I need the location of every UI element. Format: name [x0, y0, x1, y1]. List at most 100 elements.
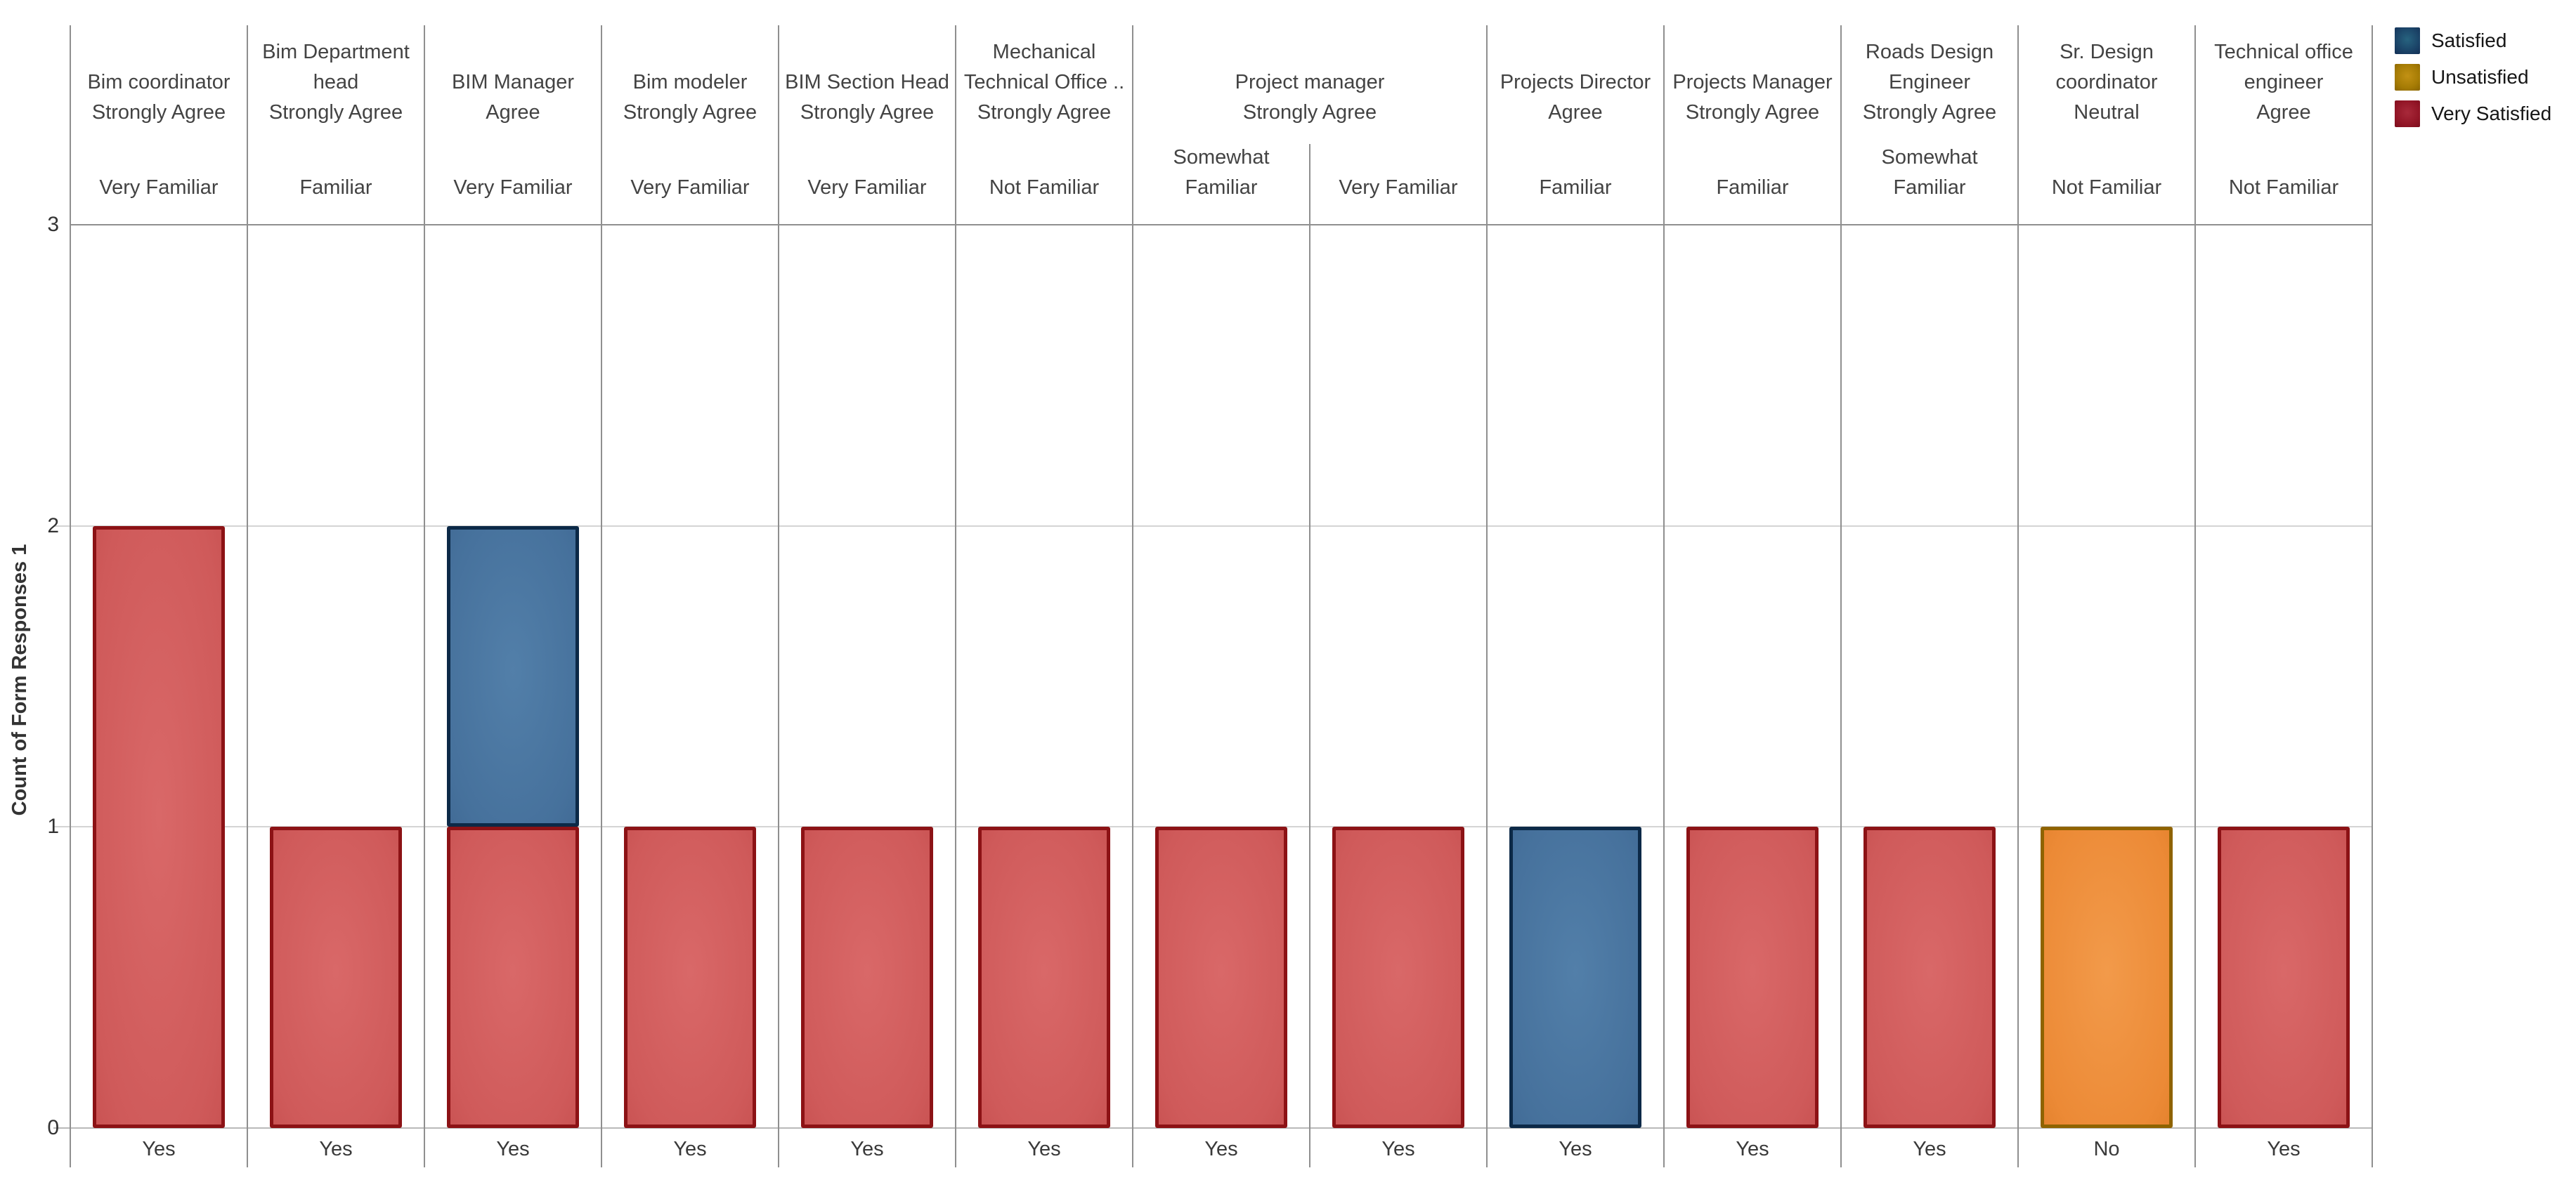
column-header-agreement: Strongly Agree — [800, 101, 935, 124]
column-header-title: Technical office engineer — [2195, 25, 2372, 98]
legend-label: Very Satisfied — [2431, 103, 2552, 124]
label-row-divider — [601, 1128, 602, 1167]
bar-segment-very-satisfied[interactable] — [270, 827, 402, 1128]
column-header-title-line: head — [313, 71, 359, 93]
label-row-divider — [247, 1128, 248, 1167]
legend-color-swatch — [2395, 64, 2420, 91]
header-divider — [1486, 25, 1488, 225]
legend-item-very-satisfied[interactable]: Very Satisfied — [2395, 100, 2551, 128]
column-header-title: Sr. Design coordinator — [2018, 25, 2195, 98]
label-row-divider — [70, 1128, 71, 1167]
column-header-familiarity-line: Very Familiar — [453, 176, 573, 199]
column-header-title: Projects Manager — [1664, 25, 1841, 98]
header-divider — [1309, 144, 1310, 225]
column-header-familiarity-line: Familiar — [1716, 176, 1789, 199]
column-header-familiarity-line: Very Familiar — [99, 176, 219, 199]
bar-segment-very-satisfied[interactable] — [447, 827, 579, 1128]
column-header-agreement: Strongly Agree — [1242, 101, 1377, 124]
x-axis-label-answer: Yes — [319, 1138, 353, 1160]
x-axis-label-answer: Yes — [1204, 1138, 1238, 1160]
y-tick-label-1: 1 — [47, 815, 59, 839]
panel-divider — [1132, 225, 1133, 1128]
panel-divider — [2372, 225, 2373, 1128]
y-tick-label-2: 2 — [47, 513, 59, 537]
panel-divider — [1309, 225, 1310, 1128]
panel-divider — [70, 225, 71, 1128]
column-header-agreement: Strongly Agree — [623, 101, 757, 124]
header-divider — [955, 25, 956, 225]
column-header-title-line: Projects Director — [1500, 71, 1651, 93]
y-tick-label-0: 0 — [47, 1116, 59, 1139]
column-header-familiarity-line: Familiar — [299, 176, 372, 199]
column-header-title: Projects Director — [1487, 25, 1664, 98]
column-header-title-line: Roads Design — [1865, 41, 1994, 63]
bar-segment-very-satisfied[interactable] — [1686, 827, 1819, 1128]
bar-segment-very-satisfied[interactable] — [2218, 827, 2350, 1128]
column-header-title-line: Bim coordinator — [87, 71, 230, 93]
bar-segment-satisfied[interactable] — [1509, 827, 1641, 1128]
column-header-familiarity: Not Familiar — [2195, 173, 2372, 203]
column-header-familiarity-line: Very Familiar — [1339, 176, 1458, 199]
column-header-title-line: Sr. Design — [2060, 41, 2154, 63]
bar-segment-very-satisfied[interactable] — [93, 525, 225, 1128]
column-header-familiarity: Very Familiar — [601, 173, 779, 203]
label-row-divider — [778, 1128, 779, 1167]
column-header-agreement: Strongly Agree — [977, 101, 1112, 124]
gridline-y2 — [53, 525, 2372, 527]
legend-label: Unsatisfied — [2431, 66, 2529, 88]
header-divider — [1132, 25, 1133, 225]
label-row-divider — [1486, 1128, 1488, 1167]
column-header-familiarity: Not Familiar — [956, 173, 1133, 203]
column-header-title-line: Bim modeler — [632, 71, 748, 93]
bar-segment-very-satisfied[interactable] — [978, 827, 1110, 1128]
label-row-divider — [2372, 1128, 2373, 1167]
x-axis-label-answer: Yes — [850, 1138, 884, 1160]
column-header-title-line: coordinator — [2055, 71, 2158, 93]
legend-item-unsatisfied[interactable]: Unsatisfied — [2395, 63, 2529, 91]
column-header-title: Bim coordinator — [70, 25, 247, 98]
column-header-agreement: Strongly Agree — [1685, 101, 1820, 124]
header-divider — [70, 25, 71, 225]
panel-divider — [955, 225, 956, 1128]
column-header-title-line: Projects Manager — [1672, 71, 1833, 93]
header-divider — [1840, 25, 1842, 225]
column-header-familiarity: Very Familiar — [424, 173, 601, 203]
column-header-title-line: BIM Section Head — [785, 71, 949, 93]
bar-segment-very-satisfied[interactable] — [1155, 827, 1287, 1128]
x-axis-label-answer: Yes — [142, 1138, 176, 1160]
column-header-familiarity: Somewhat Familiar — [1133, 143, 1310, 203]
bar-segment-unsatisfied[interactable] — [2041, 827, 2173, 1128]
column-header-agreement: Agree — [1548, 101, 1603, 124]
panel-divider — [1486, 225, 1488, 1128]
column-header-familiarity-line: Familiar — [1185, 176, 1258, 199]
column-header-familiarity-line: Familiar — [1893, 176, 1966, 199]
label-row-divider — [1840, 1128, 1842, 1167]
bar-segment-very-satisfied[interactable] — [624, 827, 756, 1128]
column-header-title-line: Mechanical — [992, 41, 1096, 63]
column-header-title: BIM Section Head — [779, 25, 956, 98]
bar-segment-satisfied[interactable] — [447, 525, 579, 827]
column-header-familiarity-line: Not Familiar — [2051, 176, 2162, 199]
column-header-agreement: Strongly Agree — [268, 101, 403, 124]
legend-color-swatch — [2395, 100, 2420, 127]
column-header-familiarity: Not Familiar — [2018, 173, 2195, 203]
panel-divider — [2017, 225, 2019, 1128]
bar-segment-very-satisfied[interactable] — [1863, 827, 1996, 1128]
label-row-divider — [424, 1128, 425, 1167]
x-axis-label-answer: Yes — [1913, 1138, 1946, 1160]
x-axis-label-answer: No — [2093, 1138, 2120, 1160]
header-divider — [2017, 25, 2019, 225]
column-header-familiarity-line: Not Familiar — [2228, 176, 2339, 199]
bar-segment-very-satisfied[interactable] — [801, 827, 933, 1128]
y-axis-title: Count of Form Responses 1 — [8, 544, 31, 816]
legend-item-satisfied[interactable]: Satisfied — [2395, 27, 2506, 55]
column-header-agreement: Agree — [2256, 101, 2311, 124]
panel-divider — [247, 225, 248, 1128]
bar-segment-very-satisfied[interactable] — [1332, 827, 1464, 1128]
column-header-familiarity-line: Somewhat — [1881, 146, 1978, 169]
label-row-divider — [2194, 1128, 2196, 1167]
plot-top-border — [70, 224, 2372, 225]
column-header-familiarity-line: Not Familiar — [989, 176, 1100, 199]
x-axis-label-answer: Yes — [1027, 1138, 1061, 1160]
